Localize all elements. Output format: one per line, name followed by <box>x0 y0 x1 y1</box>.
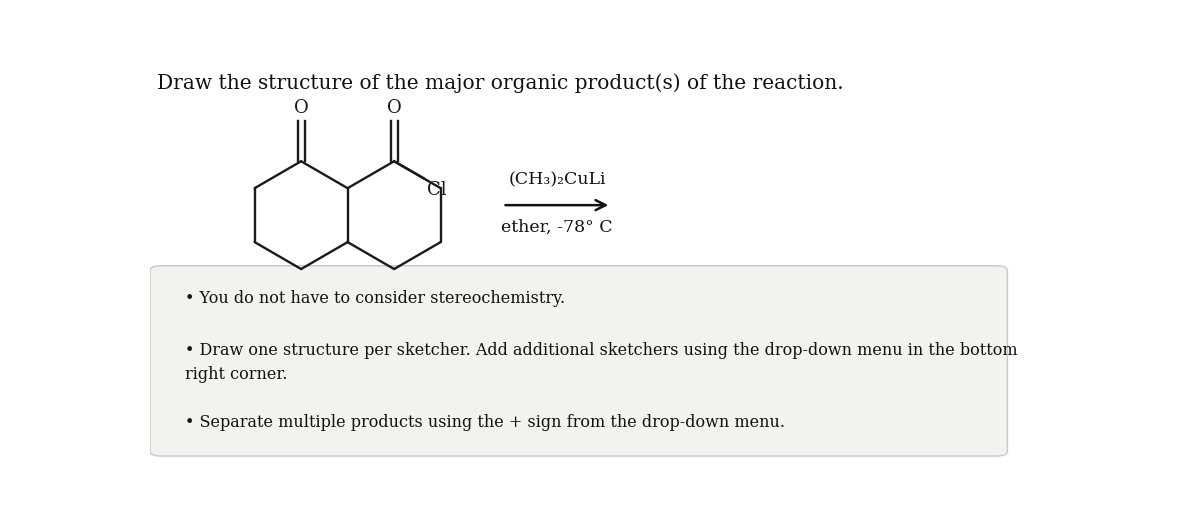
Text: Draw the structure of the major organic product(s) of the reaction.: Draw the structure of the major organic … <box>157 74 844 93</box>
Text: • You do not have to consider stereochemistry.: • You do not have to consider stereochem… <box>185 291 565 308</box>
Text: • Separate multiple products using the + sign from the drop-down menu.: • Separate multiple products using the +… <box>185 413 785 430</box>
Text: O: O <box>386 99 402 117</box>
FancyBboxPatch shape <box>150 266 1008 456</box>
Text: (CH₃)₂CuLi: (CH₃)₂CuLi <box>508 171 606 188</box>
Text: Cl: Cl <box>427 181 446 199</box>
Text: • Draw one structure per sketcher. Add additional sketchers using the drop-down : • Draw one structure per sketcher. Add a… <box>185 342 1018 383</box>
Text: ether, -78° C: ether, -78° C <box>502 219 613 236</box>
Text: O: O <box>294 99 308 117</box>
